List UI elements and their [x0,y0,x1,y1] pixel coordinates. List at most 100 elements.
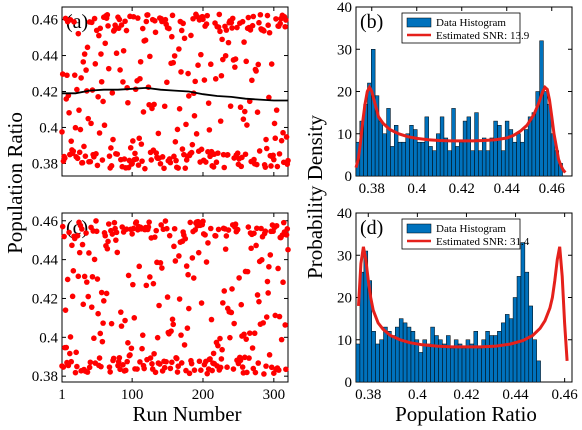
data-point [111,219,118,226]
histogram-bar [516,133,521,177]
histogram-bar [420,141,426,177]
data-point [255,61,262,68]
data-point [163,358,169,365]
data-point [205,240,211,246]
data-point [108,163,115,169]
data-point [244,268,251,275]
data-point [189,255,196,261]
y-tick-label: 0.44 [32,49,59,65]
data-point [185,271,191,278]
histogram-bar [428,146,433,177]
histogram-bar [477,347,482,383]
histogram-bar [418,352,424,383]
data-point [66,109,72,116]
data-point [280,129,286,136]
data-point [200,16,206,23]
data-point [231,320,237,327]
histogram-bar [470,150,475,177]
data-point [101,122,108,129]
data-point [119,224,126,230]
data-point [110,136,116,143]
data-point [216,11,223,18]
data-point [105,221,112,227]
legend-fit-label: Estimated SNR: 13.9 [436,30,530,42]
data-point [61,233,67,240]
data-point [93,228,100,235]
histogram-bar [466,116,471,177]
histogram-bar [416,141,422,177]
y-tick-label: 0.46 [32,214,59,230]
data-point [74,86,80,93]
data-point [152,29,159,36]
histogram-bar [527,116,533,177]
y-tick-label: 40 [337,206,352,222]
data-point [263,363,269,369]
data-point [143,282,150,289]
data-point [120,47,127,54]
histogram-bar [424,116,429,177]
histogram-bar [469,343,475,383]
data-point [96,355,103,361]
data-point [182,165,189,171]
data-point [267,252,274,258]
data-point [192,78,198,85]
data-point [253,242,259,249]
data-point [84,44,91,51]
data-point [251,230,257,237]
data-point [239,18,246,25]
data-point [138,141,145,147]
data-point [133,156,140,162]
data-point [284,226,291,232]
data-point [206,127,213,133]
data-point [139,25,146,32]
data-point [230,366,237,372]
data-point [251,330,258,337]
data-point [180,20,186,27]
histogram-bar [430,326,435,383]
x-tick-label: 0.4 [408,387,427,403]
data-point [97,25,104,32]
data-point [193,131,200,137]
data-point [164,79,170,86]
data-point [251,156,257,163]
data-point [204,370,211,377]
data-point [171,53,178,59]
data-point [134,366,140,372]
histogram-bar [379,339,384,383]
data-point [232,56,239,62]
data-point [64,72,70,79]
data-point [241,39,247,45]
data-point [191,367,198,373]
data-point [256,148,263,154]
y-tick-label: 0.46 [32,13,59,29]
data-point [276,313,283,320]
histogram-bar [450,347,455,383]
histogram-bar [524,129,529,177]
data-point [166,232,173,239]
y-tick-label: 20 [337,291,352,307]
legend-hist-swatch [406,17,432,28]
data-point [283,366,289,373]
data-point [176,46,182,52]
data-point [152,18,158,24]
y-tick-label: 0.44 [32,253,59,269]
data-point [106,364,113,370]
data-point [172,139,179,145]
data-point [85,293,92,300]
data-point [66,229,72,236]
data-point [266,352,273,358]
data-point [70,148,77,154]
data-point [198,146,205,153]
data-point [170,59,177,66]
panel-a-label: (a) [66,11,88,33]
y-tick-label: 40 [337,0,352,16]
y-tick-label: 0.42 [32,291,58,307]
data-point [237,104,244,111]
data-point [262,164,269,170]
data-point [176,105,183,112]
data-point [198,367,204,374]
histogram-bar [414,339,420,383]
data-point [222,246,229,252]
data-point [105,65,112,72]
data-point [71,72,78,78]
